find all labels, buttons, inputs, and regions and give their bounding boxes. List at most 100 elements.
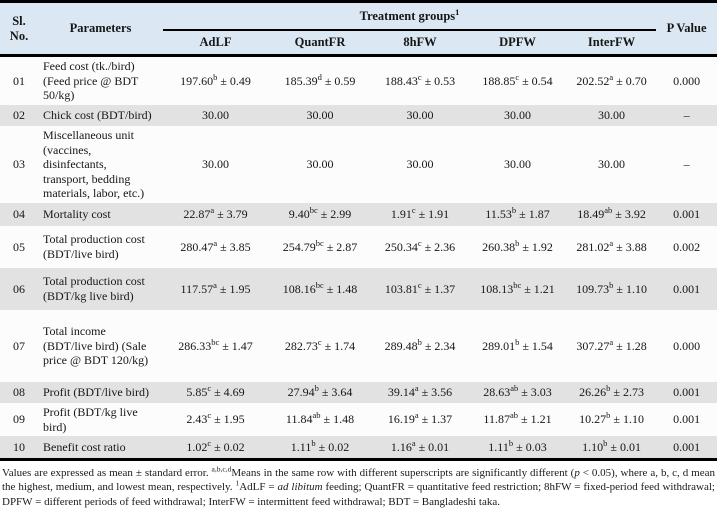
row-number: 09 — [0, 403, 38, 437]
parameter-label: Benefit cost ratio — [38, 436, 163, 460]
table-row: 03 Miscellaneous unit (vaccines, disinfec… — [0, 125, 717, 203]
value-cell: 289.48b ± 2.34 — [372, 310, 468, 382]
p-value-cell: 0.000 — [656, 55, 717, 105]
value-cell: 11.84ab ± 1.48 — [268, 403, 372, 437]
value-cell: 188.85c ± 0.54 — [468, 55, 567, 105]
value-cell: 16.19a ± 1.37 — [372, 403, 468, 437]
p-value-cell: 0.002 — [656, 226, 717, 268]
value-cell: 30.00 — [372, 125, 468, 203]
table-footnote: Values are expressed as mean ± standard … — [2, 464, 715, 508]
parameter-label: Feed cost (tk./bird) (Feed price @ BDT 5… — [38, 55, 163, 105]
row-number: 02 — [0, 104, 38, 126]
value-cell: 30.00 — [468, 104, 567, 126]
value-cell: 30.00 — [268, 125, 372, 203]
header-p-value: P Value — [656, 1, 717, 56]
value-cell: 30.00 — [567, 125, 657, 203]
header-row-groups: AdLF QuantFR 8hFW DPFW InterFW — [0, 29, 717, 56]
row-number: 06 — [0, 268, 38, 310]
value-cell: 1.02c ± 0.02 — [163, 436, 268, 460]
value-cell: 108.16bc ± 1.48 — [268, 268, 372, 310]
value-cell: 28.63ab ± 3.03 — [468, 382, 567, 403]
table-row: 01 Feed cost (tk./bird) (Feed price @ BDT… — [0, 55, 717, 105]
value-cell: 289.01b ± 1.54 — [468, 310, 567, 382]
row-number: 08 — [0, 382, 38, 403]
table-row: 04 Mortality cost 22.87a ± 3.79 9.40bc ± 2.… — [0, 203, 717, 226]
value-cell: 197.60b ± 0.49 — [163, 55, 268, 105]
value-cell: 39.14a ± 3.56 — [372, 382, 468, 403]
value-cell: 30.00 — [163, 104, 268, 126]
value-cell: 18.49ab ± 3.92 — [567, 203, 657, 226]
value-cell: 1.11b ± 0.03 — [468, 436, 567, 460]
row-number: 07 — [0, 310, 38, 382]
value-cell: 26.26b ± 2.73 — [567, 382, 657, 403]
row-number: 04 — [0, 203, 38, 226]
value-cell: 117.57a ± 1.95 — [163, 268, 268, 310]
table-row: 09 Profit (BDT/kg live bird) 2.43c ± 1.95 1… — [0, 403, 717, 437]
p-value-cell: 0.001 — [656, 382, 717, 403]
value-cell: 202.52a ± 0.70 — [567, 55, 657, 105]
table-row: 05 Total production cost (BDT/live bird) 2… — [0, 226, 717, 268]
value-cell: 1.11b ± 0.02 — [268, 436, 372, 460]
value-cell: 280.47a ± 3.85 — [163, 226, 268, 268]
value-cell: 11.53b ± 1.87 — [468, 203, 567, 226]
row-number: 03 — [0, 125, 38, 203]
header-group-dpfw: DPFW — [468, 29, 567, 56]
value-cell: 30.00 — [268, 104, 372, 126]
value-cell: 1.16a ± 0.01 — [372, 436, 468, 460]
p-value-cell: 0.000 — [656, 310, 717, 382]
value-cell: 188.43c ± 0.53 — [372, 55, 468, 105]
value-cell: 30.00 — [163, 125, 268, 203]
value-cell: 1.10b ± 0.01 — [567, 436, 657, 460]
value-cell: 103.81c ± 1.37 — [372, 268, 468, 310]
table-header: Sl. No. Parameters Treatment groups1 P V… — [0, 1, 717, 56]
value-cell: 30.00 — [372, 104, 468, 126]
header-row-top: Sl. No. Parameters Treatment groups1 P V… — [0, 1, 717, 56]
table-row: 07 Total income (BDT/live bird) (Sale pri… — [0, 310, 717, 382]
row-number: 05 — [0, 226, 38, 268]
row-number: 10 — [0, 436, 38, 460]
value-cell: 307.27a ± 1.28 — [567, 310, 657, 382]
value-cell: 10.27b ± 1.10 — [567, 403, 657, 437]
p-value-cell: 0.001 — [656, 403, 717, 437]
p-value-cell: 0.001 — [656, 436, 717, 460]
value-cell: 254.79bc ± 2.87 — [268, 226, 372, 268]
header-group-adlf: AdLF — [163, 29, 268, 56]
value-cell: 22.87a ± 3.79 — [163, 203, 268, 226]
value-cell: 5.85c ± 4.69 — [163, 382, 268, 403]
value-cell: 282.73c ± 1.74 — [268, 310, 372, 382]
parameter-label: Profit (BDT/live bird) — [38, 382, 163, 403]
parameter-label: Mortality cost — [38, 203, 163, 226]
value-cell: 30.00 — [468, 125, 567, 203]
parameter-label: Miscellaneous unit (vaccines, disinfecta… — [38, 125, 163, 203]
value-cell: 185.39d ± 0.59 — [268, 55, 372, 105]
value-cell: 11.87ab ± 1.21 — [468, 403, 567, 437]
p-value-cell: 0.001 — [656, 268, 717, 310]
value-cell: 1.91c ± 1.91 — [372, 203, 468, 226]
header-parameters: Parameters — [38, 1, 163, 56]
table-row: 06 Total production cost (BDT/kg live bir… — [0, 268, 717, 310]
value-cell: 260.38b ± 1.92 — [468, 226, 567, 268]
p-value-cell: – — [656, 125, 717, 203]
parameter-label: Total production cost (BDT/kg live bird) — [38, 268, 163, 310]
table-row: 02 Chick cost (BDT/bird) 30.00 30.00 30.00 30… — [0, 104, 717, 126]
row-number: 01 — [0, 55, 38, 105]
parameter-label: Total production cost (BDT/live bird) — [38, 226, 163, 268]
p-value-cell: 0.001 — [656, 203, 717, 226]
value-cell: 2.43c ± 1.95 — [163, 403, 268, 437]
table-row: 10 Benefit cost ratio 1.02c ± 0.02 1.11b ± … — [0, 436, 717, 460]
value-cell: 27.94b ± 3.64 — [268, 382, 372, 403]
header-group-interfw: InterFW — [567, 29, 657, 56]
value-cell: 9.40bc ± 2.99 — [268, 203, 372, 226]
value-cell: 281.02a ± 3.88 — [567, 226, 657, 268]
value-cell: 250.34c ± 2.36 — [372, 226, 468, 268]
header-treatment-groups: Treatment groups1 — [163, 1, 657, 31]
header-group-quantfr: QuantFR — [268, 29, 372, 56]
value-cell: 286.33bc ± 1.47 — [163, 310, 268, 382]
treatment-groups-table: Sl. No. Parameters Treatment groups1 P V… — [0, 0, 717, 461]
value-cell: 109.73b ± 1.10 — [567, 268, 657, 310]
parameter-label: Chick cost (BDT/bird) — [38, 104, 163, 126]
parameter-label: Total income (BDT/live bird) (Sale price… — [38, 310, 163, 382]
table-body: 01 Feed cost (tk./bird) (Feed price @ BDT… — [0, 55, 717, 460]
parameter-label: Profit (BDT/kg live bird) — [38, 403, 163, 437]
value-cell: 108.13bc ± 1.21 — [468, 268, 567, 310]
